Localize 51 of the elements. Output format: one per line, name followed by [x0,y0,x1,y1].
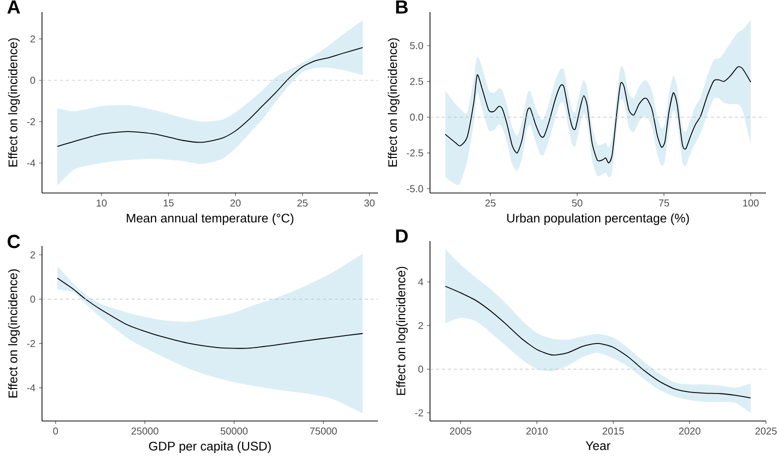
x-axis-title: GDP per capita (USD) [149,441,271,454]
y-tick-label: 2.5 [410,78,424,85]
x-tick-label: 30 [364,200,375,207]
x-tick-label: 2025 [755,428,777,435]
x-tick-label: 2020 [679,428,700,435]
line-series [444,66,752,164]
y-axis-title: Effect on log(incidence) [396,266,408,395]
line-series [56,47,364,147]
y-axis-title: Effect on log(incidence) [8,269,20,398]
x-axis-title: Year [586,441,610,450]
y-tick-label: 0 [30,76,36,84]
x-tick-label: 10 [96,200,107,207]
x-tick-label: 25 [297,200,308,207]
y-tick-label: -4 [27,384,36,392]
y-tick-label: -2 [27,340,35,347]
line-series [444,286,752,398]
y-tick-label: 0 [418,366,424,373]
chart-title: C [8,234,20,248]
x-tick-label: 20 [230,200,241,207]
x-tick-label: 50 [572,200,582,207]
y-tick-label: 5.0 [410,42,424,50]
x-tick-label: 25000 [131,428,158,435]
y-tick-label: -5.0 [406,185,424,192]
y-tick-label: 0.0 [410,114,424,121]
x-tick-label: 75 [658,200,670,206]
y-tick-label: 0 [30,296,36,303]
x-tick-label: 50000 [220,428,248,435]
y-axis-title: Effect on log(incidence) [8,38,20,166]
x-tick-label: 100 [743,200,759,207]
y-tick-label: 2 [30,35,35,42]
x-tick-label: 2010 [526,428,548,435]
y-tick-label: 2 [418,322,423,330]
chart-title: A [7,0,20,14]
chart-title: D [396,230,408,243]
y-tick-label: -2 [415,409,423,416]
line-series [56,278,364,349]
y-tick-label: 4 [418,278,424,286]
x-tick-label: 25 [485,200,496,207]
y-tick-label: -4 [27,160,36,166]
x-tick-label: 75000 [310,428,337,435]
x-axis-title: Urban population percentage (%) [507,213,689,226]
y-tick-label: -2 [27,118,35,126]
x-axis-title: Mean annual temperature (°C) [126,213,294,226]
x-tick-label: 15 [164,200,174,206]
chart-title: B [396,0,408,14]
y-tick-label: -2.5 [406,149,424,156]
x-tick-label: 0 [53,428,58,435]
y-axis-title: Effect on log(incidence) [388,38,400,166]
x-tick-label: 2015 [602,428,624,435]
y-tick-label: 2 [30,251,35,258]
x-tick-label: 2005 [450,428,472,435]
